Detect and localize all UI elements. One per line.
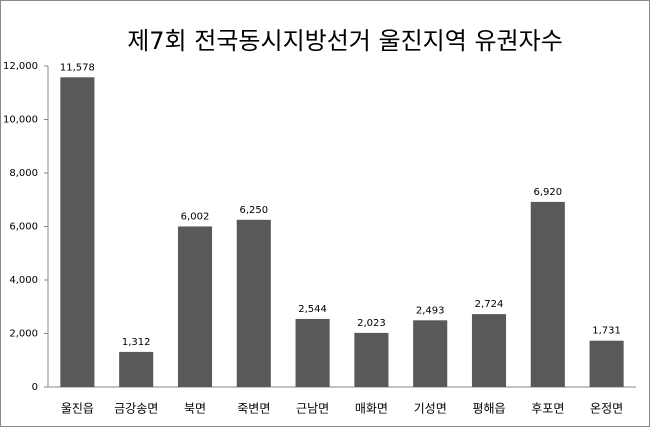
value-label: 1,312 [122,337,151,348]
y-tick-label: 2,000 [9,329,38,340]
value-label: 6,002 [181,211,210,222]
value-label: 6,250 [239,205,268,216]
x-tick-label: 매화면 [355,402,388,416]
bar [413,320,448,387]
value-label: 2,544 [298,304,327,315]
x-tick-label: 평해읍 [472,402,505,416]
bar [471,314,507,387]
bar [60,77,95,387]
bar [236,219,271,387]
x-tick-label: 금강송면 [114,402,158,416]
x-tick-label: 근남면 [296,402,329,416]
y-tick-label: 4,000 [9,275,38,286]
y-tick-label: 12,000 [3,61,38,72]
chart-title: 제7회 전국동시지방선거 울진지역 유권자수 [127,27,563,55]
y-tick-label: 6,000 [9,222,38,233]
value-label: 2,493 [416,305,445,316]
value-label: 1,731 [592,326,621,337]
bar [295,318,330,387]
value-label: 11,578 [60,62,95,73]
x-tick-label: 북면 [184,402,206,416]
bar [177,226,213,387]
value-label: 6,920 [533,187,562,198]
x-tick-label: 죽변면 [237,402,270,416]
bar [530,201,565,387]
x-tick-label: 후포면 [531,402,564,416]
y-tick-label: 0 [32,382,38,393]
bar [354,332,389,387]
x-tick-label: 기성면 [414,402,447,416]
x-tick-label: 온정면 [590,402,623,416]
x-tick-label: 울진읍 [61,402,94,416]
y-tick-label: 8,000 [9,168,38,179]
bar [119,351,154,387]
value-label: 2,724 [475,299,504,310]
bar [589,340,624,387]
y-tick-label: 10,000 [3,115,38,126]
value-label: 2,023 [357,318,386,329]
